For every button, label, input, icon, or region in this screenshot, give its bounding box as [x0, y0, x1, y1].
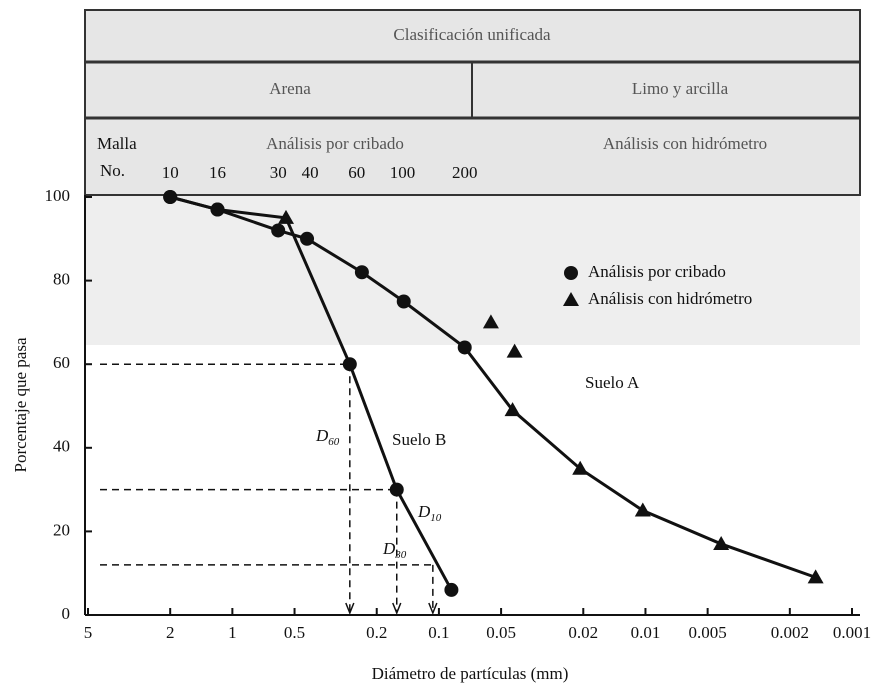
x-tick-label: 0.001 [833, 623, 871, 642]
curve-label: Suelo B [392, 430, 446, 449]
sieve-label: 30 [270, 163, 287, 182]
mesh-label: Malla [97, 134, 137, 153]
sieve-label: 16 [209, 163, 226, 182]
y-tick-label: 100 [45, 186, 71, 205]
circle-marker [444, 582, 459, 597]
d-arrow [428, 602, 438, 616]
circle-marker [396, 294, 411, 309]
x-tick-label: 0.05 [486, 623, 516, 642]
sieve-label: 200 [452, 163, 478, 182]
triangle-marker [634, 502, 651, 517]
x-tick-label: 0.005 [689, 623, 727, 642]
y-tick-label: 40 [53, 437, 70, 456]
y-tick-label: 80 [53, 270, 70, 289]
circle-marker [457, 340, 472, 355]
d-arrow [392, 602, 402, 616]
triangle-marker [277, 209, 294, 224]
triangle-marker [482, 314, 499, 329]
x-tick-label: 0.2 [366, 623, 387, 642]
triangle-marker [563, 292, 579, 306]
circle-marker [300, 231, 315, 246]
y-tick-label: 60 [53, 353, 70, 372]
d-label: D10 [417, 502, 442, 524]
series-line [169, 195, 817, 579]
sieve-label: 100 [390, 163, 416, 182]
hydro-title: Análisis con hidrómetro [603, 134, 767, 153]
x-tick-label: 0.1 [428, 623, 449, 642]
circle-marker [163, 190, 178, 204]
legend-label: Análisis por cribado [588, 262, 726, 281]
triangle-marker [713, 535, 730, 550]
circle-marker [210, 202, 225, 217]
sieve-label: 60 [348, 163, 365, 182]
header-title: Clasificación unificada [393, 25, 551, 44]
circle-marker [354, 265, 369, 280]
d-label-sub: 30 [394, 549, 407, 561]
header-left: Arena [269, 79, 311, 98]
x-tick-label: 0.002 [771, 623, 809, 642]
header-right: Limo y arcilla [632, 79, 729, 98]
sieve-label: 40 [302, 163, 319, 182]
upper-plot-bg [85, 195, 860, 345]
mesh-no: No. [100, 161, 125, 180]
sieve-title: Análisis por cribado [266, 134, 404, 153]
curve-label: Suelo A [585, 373, 640, 392]
circle-marker [389, 482, 404, 497]
circle-marker [564, 266, 578, 280]
d-label: D60 [315, 426, 340, 448]
triangle-marker [807, 569, 824, 584]
y-tick-label: 0 [62, 604, 71, 623]
sieve-label: 10 [162, 163, 179, 182]
x-tick-label: 5 [84, 623, 93, 642]
y-tick-label: 20 [53, 520, 70, 539]
d-label-main: D [382, 539, 396, 558]
x-tick-label: 0.02 [568, 623, 598, 642]
triangle-marker [506, 343, 523, 358]
legend-label: Análisis con hidrómetro [588, 289, 752, 308]
x-tick-label: 0.5 [284, 623, 305, 642]
d-arrow [345, 602, 355, 616]
d-label-main: D [315, 426, 329, 445]
d-label-main: D [417, 502, 431, 521]
x-tick-label: 0.01 [631, 623, 661, 642]
x-tick-label: 2 [166, 623, 175, 642]
d-label-sub: 10 [430, 512, 442, 524]
d-label: D30 [382, 539, 407, 561]
circle-marker [271, 223, 286, 238]
d-label-sub: 60 [328, 436, 340, 448]
x-tick-label: 1 [228, 623, 237, 642]
circle-marker [342, 357, 357, 372]
x-axis-label: Diámetro de partículas (mm) [372, 664, 569, 683]
y-axis-label: Porcentaje que pasa [11, 337, 30, 472]
triangle-marker [572, 460, 589, 475]
triangle-marker [504, 402, 521, 417]
series-line [169, 195, 453, 591]
